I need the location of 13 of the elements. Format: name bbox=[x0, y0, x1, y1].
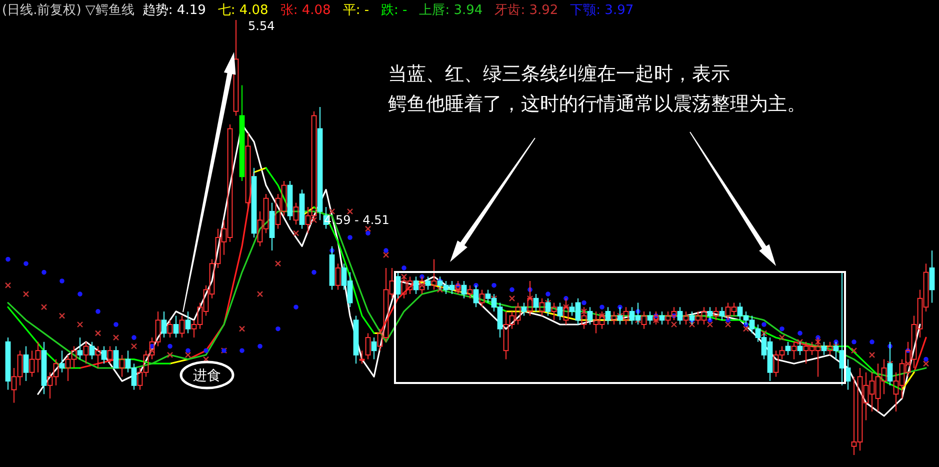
annotation: 鳄鱼他睡着了，这时的行情通常以震荡整理为主。 bbox=[388, 93, 806, 115]
text: 上唇: 3.94 bbox=[419, 3, 483, 18]
annotation: 进食 bbox=[193, 368, 221, 384]
legend-label: 七: 4.08 bbox=[218, 3, 268, 18]
annotation: 5.54 bbox=[248, 19, 275, 33]
text: 牙齿: 3.92 bbox=[494, 3, 558, 18]
text: 张: 4.08 bbox=[280, 3, 331, 18]
annotation: 当蓝、红、绿三条线纠缠在一起时，表示 bbox=[388, 63, 730, 85]
chart-title: (日线.前复权) ▽鳄鱼线 bbox=[2, 3, 134, 18]
text: 下颚: 3.97 bbox=[570, 3, 634, 18]
text: 跌: - bbox=[381, 3, 408, 18]
text: 平: - bbox=[342, 3, 370, 18]
text: 趋势: 4.19 bbox=[142, 3, 206, 18]
